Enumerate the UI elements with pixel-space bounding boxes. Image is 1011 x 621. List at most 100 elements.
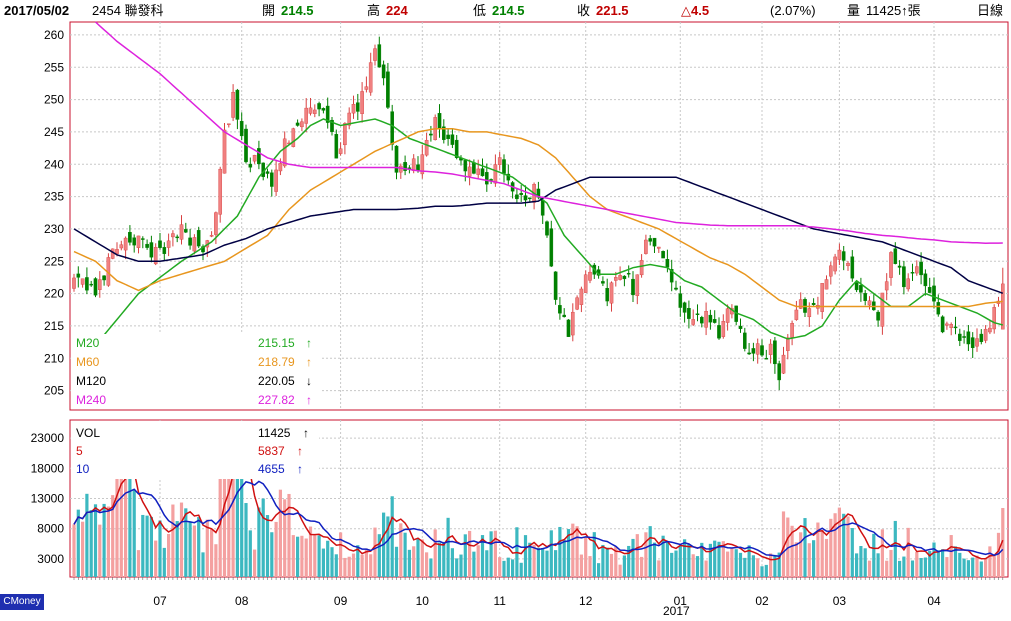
vol-ma10-line (73, 480, 1004, 557)
volume-bar (489, 531, 493, 577)
candle-body (424, 140, 429, 156)
volume-bar (971, 557, 975, 577)
volume-bar (902, 556, 906, 577)
volume-bar (790, 525, 794, 577)
candle-body (940, 316, 945, 333)
volume-bar (420, 539, 424, 577)
candle-body (790, 323, 794, 338)
volume-bar (588, 556, 592, 577)
candle-body (274, 169, 278, 192)
volume-bar (855, 553, 859, 577)
volume-panel: 23000 18000 13000 8000 3000 VOL 11425 ↑ 5 58… (31, 419, 1009, 578)
volume-bar (876, 553, 880, 577)
low-label: 低 (473, 3, 486, 18)
volume-bar (932, 542, 936, 577)
volume-bar (928, 551, 932, 577)
candle-body (712, 319, 717, 323)
volume-bar (584, 537, 588, 577)
candle-body (970, 337, 975, 349)
volume-bar (992, 555, 996, 577)
candle-body (626, 272, 631, 275)
volume-bar (437, 542, 442, 577)
volume-bar (197, 517, 201, 577)
legend-vol5-value: 5837 (258, 444, 285, 458)
volume-legend: VOL 11425 ↑ 5 5837 ↑ 10 4655 ↑ (71, 421, 319, 479)
legend-ma60-value: 218.79 (258, 355, 295, 369)
volume-bar (425, 552, 429, 577)
volume-bar (493, 530, 497, 577)
volume-bar (356, 545, 360, 577)
candle-body (811, 302, 816, 305)
volume-bar (760, 566, 764, 577)
volume-bar (270, 532, 274, 577)
volume-bar (708, 543, 712, 577)
volume-y-tick-label: 8000 (37, 522, 64, 536)
volume-bar (321, 548, 325, 577)
candle-body (80, 278, 85, 285)
volume-bar (394, 546, 399, 577)
volume-bar (958, 552, 962, 577)
volume-bar (347, 556, 351, 577)
candle-body (751, 348, 756, 354)
candle-body (386, 71, 390, 108)
candle-body (132, 237, 137, 246)
volume-bar (339, 532, 343, 577)
volume-bar (545, 550, 549, 577)
candle-body (175, 236, 180, 239)
candle-body (93, 278, 98, 296)
volume-bar (769, 553, 773, 577)
volume-bar (158, 520, 162, 577)
volume-bar (253, 549, 257, 577)
volume-bar (648, 526, 652, 577)
candle-body (876, 311, 880, 321)
volume-bar (218, 474, 222, 577)
ma-line-m60 (73, 127, 1003, 308)
volume-label: 量 (847, 3, 860, 18)
volume-bar (996, 532, 1001, 577)
candle-body (519, 193, 523, 195)
volume-bar (360, 554, 364, 577)
candle-body (687, 308, 691, 319)
volume-bar (532, 544, 536, 577)
legend-ma240-arrow: ↑ (306, 393, 312, 407)
volume-bar (652, 542, 657, 577)
x-tick-label: 01 (674, 594, 688, 608)
candle-body (678, 293, 683, 308)
candle-body (128, 231, 132, 243)
volume-bar (898, 560, 902, 577)
quote-date: 2017/05/02 (4, 3, 69, 18)
candle-body (338, 148, 343, 154)
candle-body (97, 279, 102, 290)
candle-body (171, 233, 175, 238)
price-y-tick-label: 230 (44, 222, 64, 236)
volume-bar (614, 546, 618, 577)
high-label: 高 (367, 3, 380, 18)
volume-bar (605, 547, 609, 577)
volume-bar (442, 541, 446, 577)
candle-body (265, 171, 270, 174)
volume-bar (597, 563, 601, 577)
volume-bar (609, 553, 614, 577)
candle-body (437, 113, 442, 130)
volume-bar (115, 447, 119, 577)
volume-bar (265, 515, 270, 577)
volume-bar (214, 544, 218, 577)
candle-body (282, 138, 287, 167)
candle-body (897, 265, 902, 268)
candle-body (403, 162, 407, 171)
candle-body (605, 288, 609, 302)
volume-bar (936, 550, 940, 577)
volume-bar (85, 493, 89, 577)
price-y-tick-label: 220 (44, 287, 64, 301)
candle-body (571, 311, 575, 336)
volume-bar (124, 478, 128, 577)
candle-body (381, 64, 386, 79)
candle-body (89, 283, 93, 286)
candle-body (867, 300, 872, 306)
price-y-tick-label: 255 (44, 60, 64, 74)
candle-body (123, 237, 128, 251)
candle-body (700, 317, 704, 324)
ma-line-m20 (94, 118, 1004, 346)
volume-bar (678, 545, 682, 577)
volume-average-lines (73, 448, 1004, 561)
